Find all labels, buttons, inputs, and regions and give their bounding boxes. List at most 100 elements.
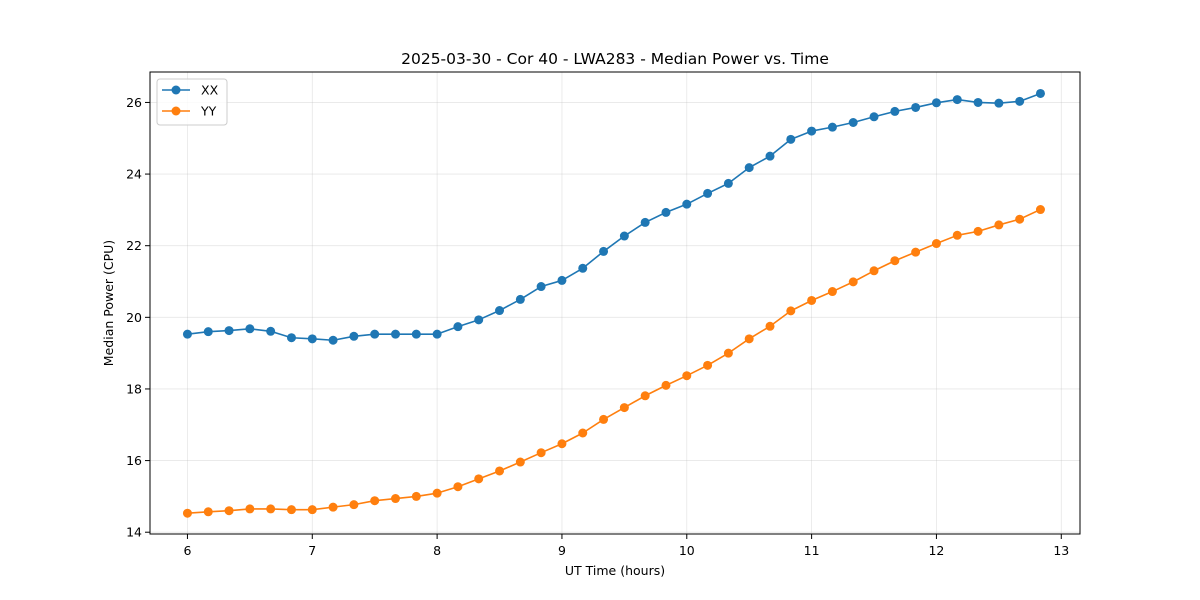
legend-marker-yy	[171, 106, 181, 116]
axis-ticks: 6 7 8 9 10 11 12 13 14 16 18 20 22 24 26	[126, 95, 1069, 558]
data-point-yy	[370, 496, 380, 506]
data-point-xx	[224, 326, 234, 336]
data-point-yy	[307, 505, 317, 515]
data-point-xx	[848, 117, 858, 127]
data-point-yy	[931, 239, 941, 249]
x-tick-label: 13	[1053, 543, 1069, 558]
data-point-yy	[744, 334, 754, 344]
data-point-yy	[474, 474, 484, 484]
data-point-xx	[182, 329, 192, 339]
data-point-xx	[619, 231, 629, 241]
data-point-yy	[432, 488, 442, 498]
data-point-xx	[682, 199, 692, 209]
data-point-xx	[245, 324, 255, 334]
y-tick-label: 24	[126, 167, 142, 182]
series-line-xx	[187, 92, 1041, 342]
data-point-yy	[994, 220, 1004, 230]
data-point-yy	[827, 287, 837, 297]
data-point-xx	[266, 326, 276, 336]
data-point-yy	[682, 371, 692, 381]
data-point-yy	[266, 504, 276, 514]
data-point-yy	[495, 466, 505, 476]
data-point-xx	[765, 151, 775, 161]
data-point-yy	[1015, 214, 1025, 224]
data-point-yy	[640, 391, 650, 401]
data-point-xx	[744, 163, 754, 173]
data-point-xx	[786, 134, 796, 144]
data-point-yy	[807, 295, 817, 305]
data-point-xx	[391, 329, 401, 339]
data-point-yy	[182, 508, 192, 518]
data-point-yy	[515, 457, 525, 467]
data-point-yy	[203, 507, 213, 517]
data-point-xx	[661, 207, 671, 217]
data-point-xx	[640, 217, 650, 227]
data-point-yy	[952, 230, 962, 240]
data-point-yy	[911, 247, 921, 257]
data-point-xx	[703, 188, 713, 198]
data-point-xx	[411, 329, 421, 339]
y-tick-label: 16	[126, 453, 142, 468]
data-point-yy	[391, 494, 401, 504]
legend-marker-xx	[171, 85, 181, 95]
y-tick-label: 18	[126, 381, 142, 396]
data-point-xx	[536, 282, 546, 292]
data-point-yy	[1035, 205, 1045, 215]
data-point-yy	[328, 502, 338, 512]
data-point-xx	[432, 329, 442, 339]
data-point-yy	[557, 439, 567, 449]
x-tick-label: 8	[433, 543, 441, 558]
data-point-yy	[245, 504, 255, 514]
data-point-yy	[286, 505, 296, 515]
data-point-yy	[765, 321, 775, 331]
data-point-yy	[890, 256, 900, 266]
data-point-xx	[557, 275, 567, 285]
y-tick-label: 20	[126, 310, 142, 325]
data-point-xx	[578, 263, 588, 273]
x-tick-label: 10	[679, 543, 695, 558]
y-axis-label: Median Power (CPU)	[101, 240, 116, 366]
data-point-xx	[328, 335, 338, 345]
y-tick-label: 14	[126, 525, 142, 540]
data-point-xx	[1035, 88, 1045, 98]
data-point-xx	[994, 98, 1004, 108]
y-tick-label: 22	[126, 238, 142, 253]
data-point-xx	[827, 122, 837, 132]
data-point-yy	[723, 348, 733, 358]
x-tick-label: 11	[804, 543, 820, 558]
data-point-xx	[474, 315, 484, 325]
data-point-xx	[911, 102, 921, 112]
legend: XX YY	[156, 78, 228, 126]
data-point-yy	[848, 277, 858, 287]
x-tick-label: 7	[308, 543, 316, 558]
data-point-xx	[890, 106, 900, 116]
data-point-xx	[1015, 96, 1025, 106]
data-point-xx	[349, 331, 359, 341]
chart-title: 2025-03-30 - Cor 40 - LWA283 - Median Po…	[401, 50, 829, 68]
data-point-xx	[515, 294, 525, 304]
data-point-yy	[661, 380, 671, 390]
legend-label-xx: XX	[201, 83, 219, 98]
data-point-xx	[869, 112, 879, 122]
data-point-xx	[370, 329, 380, 339]
data-point-xx	[495, 306, 505, 316]
y-tick-label: 26	[126, 95, 142, 110]
data-point-xx	[931, 98, 941, 108]
data-point-xx	[599, 246, 609, 256]
x-axis-label: UT Time (hours)	[565, 563, 665, 578]
data-point-yy	[453, 482, 463, 492]
plot-area-frame	[149, 71, 1081, 535]
data-point-xx	[307, 334, 317, 344]
x-tick-label: 12	[928, 543, 944, 558]
series-layer	[182, 88, 1045, 518]
data-point-yy	[224, 506, 234, 516]
data-point-yy	[703, 360, 713, 370]
data-point-yy	[536, 448, 546, 458]
data-point-xx	[286, 333, 296, 343]
data-point-yy	[599, 414, 609, 424]
data-point-yy	[786, 306, 796, 316]
data-point-xx	[952, 95, 962, 105]
data-point-yy	[349, 500, 359, 510]
data-point-yy	[619, 403, 629, 413]
